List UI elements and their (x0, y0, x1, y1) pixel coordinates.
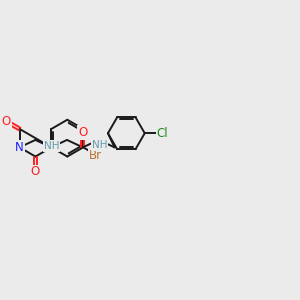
Text: Br: Br (88, 148, 102, 161)
Text: O: O (78, 126, 88, 139)
Text: NH: NH (92, 140, 107, 150)
Text: Cl: Cl (157, 127, 168, 140)
Text: O: O (2, 115, 11, 128)
Text: NH: NH (44, 141, 59, 151)
Text: O: O (31, 165, 40, 178)
Text: N: N (15, 141, 24, 154)
